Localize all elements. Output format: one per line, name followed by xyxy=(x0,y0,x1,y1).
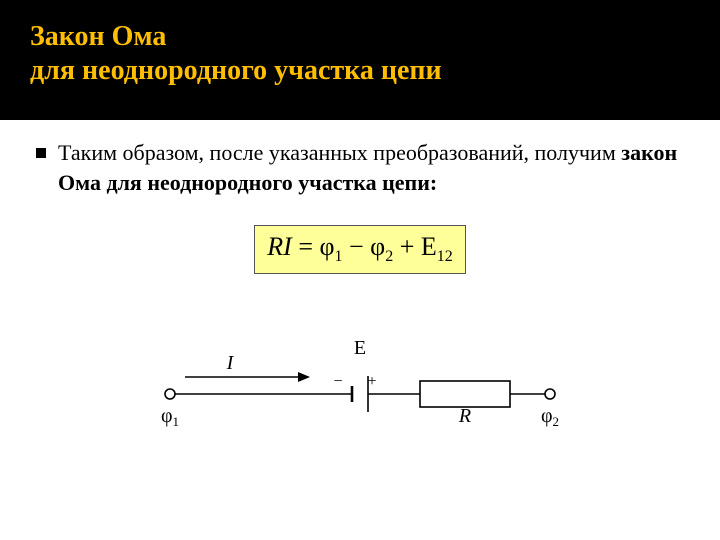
svg-text:E: E xyxy=(354,337,366,359)
formula-phi1: φ xyxy=(319,232,334,261)
formula-sub1: 1 xyxy=(335,249,343,266)
formula-emf: E xyxy=(421,232,437,261)
circuit-diagram: I E− + Rφ1 φ2 xyxy=(36,314,684,449)
title-line-2: для неоднородного участка цепи xyxy=(30,54,690,88)
svg-text:−: − xyxy=(333,373,342,390)
formula-minus: − xyxy=(343,232,371,261)
svg-text:R: R xyxy=(458,405,471,427)
svg-text:I: I xyxy=(226,352,235,374)
bullet-paragraph: Таким образом, после указанных преобразо… xyxy=(36,138,684,197)
formula-box: RI = φ1 − φ2 + E12 xyxy=(254,225,466,273)
formula-emf-sub: 12 xyxy=(437,249,453,266)
content-area: Таким образом, после указанных преобразо… xyxy=(0,120,720,449)
title-bar: Закон Ома для неоднородного участка цепи xyxy=(0,0,720,120)
formula-phi2: φ xyxy=(370,232,385,261)
formula-I: I xyxy=(283,232,292,261)
title-line-1: Закон Ома xyxy=(30,20,690,54)
bullet-icon xyxy=(36,148,46,158)
paragraph-text: Таким образом, после указанных преобразо… xyxy=(58,138,684,197)
svg-text:φ1: φ1 xyxy=(161,405,179,429)
paragraph-prefix: Таким образом, после указанных преобразо… xyxy=(58,140,621,165)
svg-text:φ2: φ2 xyxy=(541,405,559,429)
formula-sub2: 2 xyxy=(385,249,393,266)
formula-container: RI = φ1 − φ2 + E12 xyxy=(36,225,684,273)
formula-R: R xyxy=(267,232,283,261)
circuit-svg: I E− + Rφ1 φ2 xyxy=(140,314,580,444)
svg-text:+: + xyxy=(367,373,376,390)
formula-eq: = xyxy=(292,232,320,261)
formula-plus: + xyxy=(393,232,421,261)
